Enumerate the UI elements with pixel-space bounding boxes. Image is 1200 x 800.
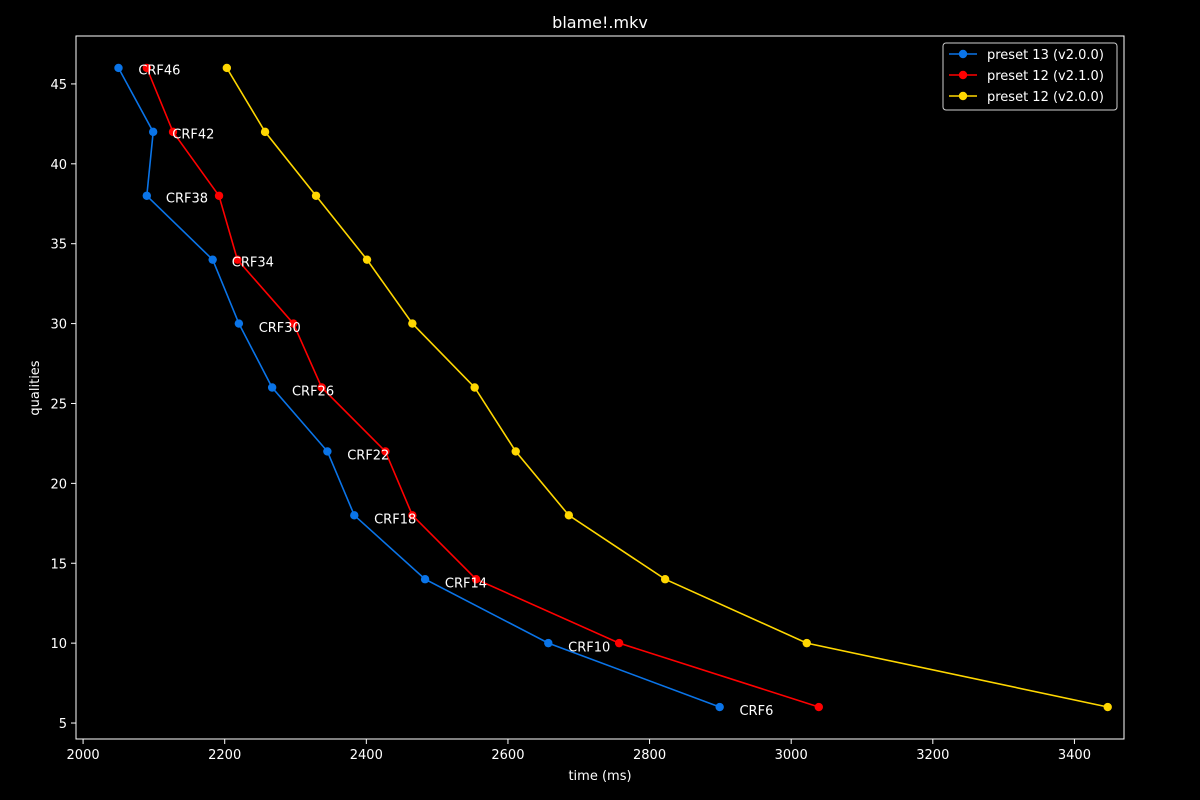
data-point: [311, 191, 321, 200]
x-tick-label: 3000: [775, 748, 808, 763]
data-point: [544, 638, 553, 648]
data-point: [267, 383, 277, 392]
x-tick-label: 2600: [491, 748, 524, 763]
data-point: [142, 63, 152, 73]
data-point: [323, 447, 332, 456]
legend: preset 13 (v2.0.0) preset 12 (v2.1.0) pres…: [942, 42, 1118, 111]
data-point: [814, 702, 824, 712]
data-point: [470, 383, 479, 392]
data-point: [408, 511, 417, 520]
crf-annotation: CRF6: [739, 704, 773, 719]
legend-label: preset 12 (v2.0.0): [987, 90, 1104, 105]
data-point: [289, 319, 298, 328]
data-point: [260, 127, 270, 137]
legend-label: preset 12 (v2.1.0): [987, 69, 1104, 84]
crf-annotation: CRF26: [292, 385, 334, 400]
data-point: [381, 447, 390, 456]
y-tick-label: 40: [50, 158, 67, 173]
y-tick-label: 45: [50, 78, 67, 93]
data-point: [511, 447, 520, 456]
data-point: [234, 319, 244, 328]
data-point: [614, 638, 624, 648]
x-tick-label: 3400: [1058, 748, 1091, 763]
data-point: [114, 63, 123, 73]
data-point: [168, 127, 178, 137]
x-tick-label: 2800: [633, 748, 666, 763]
crf-annotation: CRF42: [172, 127, 214, 142]
data-point: [148, 127, 158, 137]
data-point: [222, 63, 232, 73]
legend-swatch-marker: [958, 49, 968, 59]
crf-annotation: CRF38: [166, 191, 208, 206]
crf-annotation: CRF34: [232, 255, 274, 270]
y-tick-label: 25: [50, 397, 67, 412]
x-tick-label: 2400: [350, 748, 383, 763]
data-point: [1103, 702, 1112, 712]
legend-swatch-marker: [958, 91, 968, 101]
crf-annotation: CRF10: [568, 640, 610, 655]
y-tick-label: 5: [59, 717, 67, 732]
data-point: [471, 575, 481, 584]
y-tick-label: 10: [50, 637, 67, 652]
data-point: [233, 255, 242, 264]
crf-annotation: CRF46: [138, 64, 180, 79]
chart-title: blame!.mkv: [552, 13, 648, 32]
crf-annotation: CRF14: [445, 576, 487, 591]
crf-annotation: CRF18: [374, 513, 416, 528]
data-point: [420, 575, 430, 584]
legend-label: preset 13 (v2.0.0): [987, 48, 1104, 63]
legend-box: [942, 42, 1118, 111]
legend-swatch-marker: [958, 70, 968, 80]
y-tick-label: 30: [50, 318, 67, 333]
y-tick-label: 35: [50, 238, 67, 253]
y-tick-label: 20: [50, 477, 67, 492]
y-tick-label: 15: [50, 557, 67, 572]
data-point: [802, 638, 811, 648]
data-point: [142, 191, 152, 200]
data-point: [350, 511, 359, 520]
data-point: [317, 383, 326, 392]
x-tick-label: 2000: [67, 748, 100, 763]
data-point: [214, 191, 224, 200]
data-point: [362, 255, 372, 264]
x-tick-label: 3200: [916, 748, 949, 763]
data-point: [660, 575, 670, 584]
plot-area: 2000 2200 2400 2600 2800 3000 3200 3400 5 10 15 20 2…: [50, 35, 1125, 763]
plot-frame: [75, 35, 1125, 740]
crf-annotation: CRF22: [347, 449, 389, 464]
x-tick-label: 2200: [208, 748, 241, 763]
data-point: [715, 702, 724, 712]
crf-annotation: CRF30: [259, 321, 301, 336]
data-point: [564, 511, 574, 520]
data-point: [208, 255, 217, 264]
x-axis-title: time (ms): [568, 769, 631, 784]
data-point: [408, 319, 417, 328]
y-axis-title: qualities: [28, 360, 43, 415]
